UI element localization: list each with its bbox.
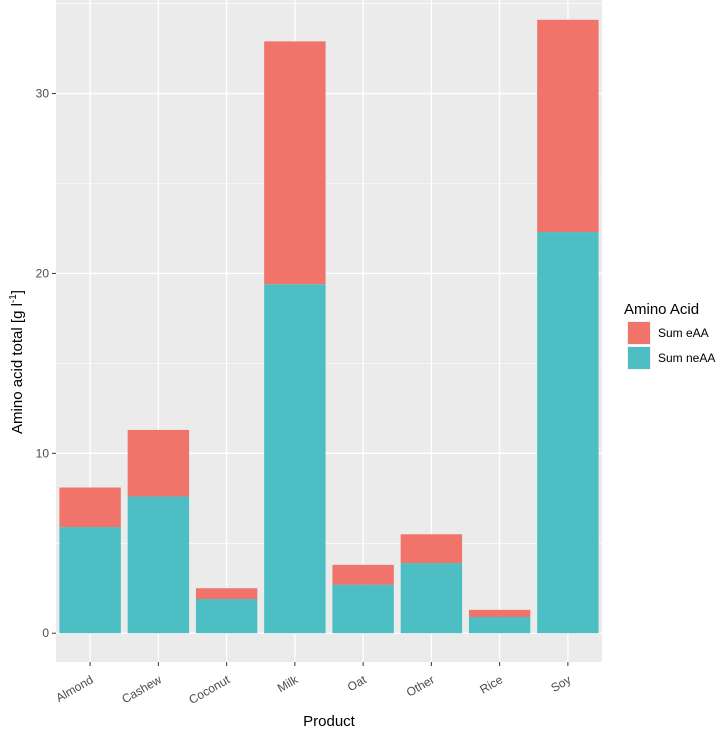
bar-oat-sum-neaa	[332, 584, 394, 634]
x-tick-label: Almond	[53, 672, 95, 704]
y-axis-title-superscript: -1	[8, 294, 19, 303]
x-tick-label: Coconut	[186, 672, 232, 707]
bar-oat-sum-eaa	[332, 564, 394, 585]
x-axis: Almond Cashew Coconut Milk Oat Other Rice Soy	[53, 662, 573, 707]
x-tick-label: Oat	[345, 672, 369, 694]
bar-almond-sum-neaa	[59, 527, 121, 634]
x-tick-label: Rice	[477, 672, 505, 696]
bar-cashew-sum-eaa	[127, 429, 190, 497]
x-axis-title: Product	[303, 713, 356, 730]
legend-key-sum-eaa	[628, 322, 650, 344]
x-tick-label: Other	[404, 672, 437, 699]
bar-rice-sum-neaa	[468, 617, 531, 634]
bar-cashew-sum-neaa	[127, 496, 190, 634]
bar-almond-sum-eaa	[59, 487, 121, 528]
y-axis-title-main: Amino acid total [g l	[9, 303, 26, 434]
y-tick-label: 0	[42, 626, 49, 640]
legend-label: Sum eAA	[658, 326, 709, 340]
bars	[59, 19, 599, 634]
legend-label: Sum neAA	[658, 351, 715, 365]
x-tick-label: Cashew	[119, 672, 164, 706]
bar-milk-sum-neaa	[264, 284, 326, 634]
y-axis: 0 10 20 30	[36, 87, 56, 640]
x-tick-label: Milk	[275, 672, 301, 695]
bar-other-sum-eaa	[400, 534, 463, 564]
legend: Amino Acid Sum eAA Sum neAA	[624, 301, 715, 370]
y-axis-title-suffix: ]	[9, 290, 26, 294]
legend-key-sum-neaa	[628, 347, 650, 369]
bar-soy-sum-eaa	[537, 19, 599, 233]
x-tick-label: Soy	[548, 672, 573, 694]
bar-coconut-sum-neaa	[195, 599, 258, 634]
bar-soy-sum-neaa	[537, 232, 599, 634]
y-tick-label: 10	[36, 446, 50, 460]
legend-title: Amino Acid	[624, 301, 699, 318]
y-axis-title: Amino acid total [g l-1]	[8, 290, 26, 434]
bar-coconut-sum-eaa	[195, 588, 258, 600]
bar-rice-sum-eaa	[468, 609, 531, 618]
y-tick-label: 30	[36, 87, 50, 101]
y-tick-label: 20	[36, 266, 50, 280]
bar-other-sum-neaa	[400, 563, 463, 634]
bar-milk-sum-eaa	[264, 41, 326, 285]
